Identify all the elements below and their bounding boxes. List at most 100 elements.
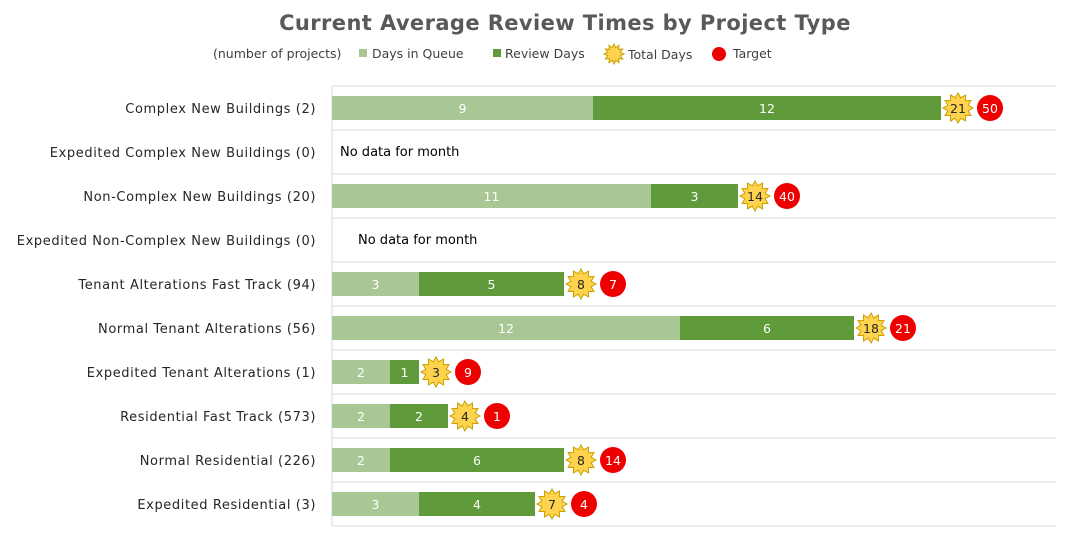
total-days-label: 4 xyxy=(461,409,469,424)
target-marker xyxy=(890,315,916,341)
no-data-label: No data for month xyxy=(340,145,459,160)
bar-label-review-days: 1 xyxy=(401,365,409,380)
total-days-marker xyxy=(941,91,975,125)
chart-row: Normal Tenant Alterations (56) 12 6 18 21 xyxy=(98,311,916,345)
bar-label-review-days: 4 xyxy=(473,497,481,512)
chart-row: Expedited Complex New Buildings (0) No da… xyxy=(50,145,460,161)
bar-days-in-queue xyxy=(332,360,390,384)
bar-label-days-in-queue: 9 xyxy=(459,101,467,116)
category-label: Residential Fast Track (573) xyxy=(120,410,316,425)
chart-row: Expedited Residential (3) 3 4 7 4 xyxy=(137,487,597,521)
chart-row: Complex New Buildings (2) 9 12 21 50 xyxy=(125,91,1003,125)
target-marker xyxy=(571,491,597,517)
bar-label-review-days: 12 xyxy=(759,101,775,116)
chart-title: Current Average Review Times by Project … xyxy=(279,11,851,35)
total-days-marker xyxy=(854,311,888,345)
total-days-label: 3 xyxy=(432,365,440,380)
legend-label-target: Target xyxy=(732,46,772,61)
category-label: Non-Complex New Buildings (20) xyxy=(83,190,316,205)
bar-label-days-in-queue: 2 xyxy=(357,409,365,424)
total-days-label: 7 xyxy=(548,497,556,512)
category-label: Expedited Complex New Buildings (0) xyxy=(50,146,316,161)
target-label: 1 xyxy=(493,409,501,424)
bar-review-days xyxy=(390,360,419,384)
chart-row: Non-Complex New Buildings (20) 11 3 14 40 xyxy=(83,179,800,213)
chart-row: Residential Fast Track (573) 2 2 4 1 xyxy=(120,399,510,433)
legend-label-days-in-queue: Days in Queue xyxy=(372,46,464,61)
target-label: 7 xyxy=(609,277,617,292)
bar-review-days xyxy=(419,492,535,516)
bar-label-days-in-queue: 3 xyxy=(372,497,380,512)
bar-label-days-in-queue: 12 xyxy=(498,321,514,336)
bar-days-in-queue xyxy=(332,272,419,296)
bar-days-in-queue xyxy=(332,492,419,516)
bar-label-review-days: 3 xyxy=(691,189,699,204)
category-label: Expedited Residential (3) xyxy=(137,498,316,513)
chart-row: Expedited Non-Complex New Buildings (0) N… xyxy=(17,233,478,249)
target-marker xyxy=(600,271,626,297)
bar-label-review-days: 2 xyxy=(415,409,423,424)
bar-days-in-queue xyxy=(332,96,593,120)
bar-review-days xyxy=(390,404,448,428)
legend-target-icon xyxy=(712,47,726,61)
target-label: 40 xyxy=(779,189,795,204)
legend: (number of projects) Days in Queue Revie… xyxy=(213,42,772,66)
category-label: Expedited Tenant Alterations (1) xyxy=(87,366,316,381)
category-label: Normal Tenant Alterations (56) xyxy=(98,322,316,337)
bar-days-in-queue xyxy=(332,316,680,340)
no-data-label: No data for month xyxy=(358,233,477,248)
chart-row: Expedited Tenant Alterations (1) 2 1 3 9 xyxy=(87,355,481,389)
total-days-marker xyxy=(419,355,453,389)
total-days-marker xyxy=(738,179,772,213)
total-days-marker xyxy=(564,443,598,477)
target-label: 21 xyxy=(895,321,911,336)
target-marker xyxy=(455,359,481,385)
category-label: Expedited Non-Complex New Buildings (0) xyxy=(17,234,316,249)
bar-review-days xyxy=(593,96,941,120)
row-separators xyxy=(331,85,1056,527)
target-label: 9 xyxy=(464,365,472,380)
legend-note: (number of projects) xyxy=(213,46,341,61)
legend-swatch-days-in-queue xyxy=(359,49,367,57)
target-marker xyxy=(977,95,1003,121)
target-marker xyxy=(484,403,510,429)
total-days-label: 14 xyxy=(747,189,763,204)
bar-days-in-queue xyxy=(332,404,390,428)
total-days-label: 8 xyxy=(577,277,585,292)
bar-review-days xyxy=(680,316,854,340)
bar-label-review-days: 6 xyxy=(763,321,771,336)
total-days-label: 8 xyxy=(577,453,585,468)
bar-review-days xyxy=(651,184,738,208)
legend-star-icon xyxy=(602,42,626,66)
chart-rows: Complex New Buildings (2) 9 12 21 50Expedite… xyxy=(17,91,1003,521)
category-label: Complex New Buildings (2) xyxy=(125,102,316,117)
chart-row: Normal Residential (226) 2 6 8 14 xyxy=(140,443,626,477)
total-days-marker xyxy=(564,267,598,301)
target-label: 4 xyxy=(580,497,588,512)
target-label: 50 xyxy=(982,101,998,116)
total-days-label: 21 xyxy=(950,101,966,116)
total-days-marker xyxy=(535,487,569,521)
category-label: Tenant Alterations Fast Track (94) xyxy=(77,278,316,293)
bar-label-days-in-queue: 2 xyxy=(357,453,365,468)
bar-label-days-in-queue: 2 xyxy=(357,365,365,380)
total-days-label: 18 xyxy=(863,321,879,336)
chart-row: Tenant Alterations Fast Track (94) 3 5 8 7 xyxy=(77,267,626,301)
bar-review-days xyxy=(390,448,564,472)
bar-days-in-queue xyxy=(332,184,651,208)
bar-label-review-days: 6 xyxy=(473,453,481,468)
bar-label-review-days: 5 xyxy=(488,277,496,292)
legend-swatch-review-days xyxy=(493,49,501,57)
target-label: 14 xyxy=(605,453,621,468)
bar-label-days-in-queue: 11 xyxy=(484,189,500,204)
target-marker xyxy=(774,183,800,209)
legend-label-total-days: Total Days xyxy=(627,47,692,62)
bar-label-days-in-queue: 3 xyxy=(372,277,380,292)
bar-review-days xyxy=(419,272,564,296)
bar-days-in-queue xyxy=(332,448,390,472)
total-days-marker xyxy=(448,399,482,433)
target-marker xyxy=(600,447,626,473)
category-label: Normal Residential (226) xyxy=(140,454,316,469)
legend-label-review-days: Review Days xyxy=(505,46,585,61)
